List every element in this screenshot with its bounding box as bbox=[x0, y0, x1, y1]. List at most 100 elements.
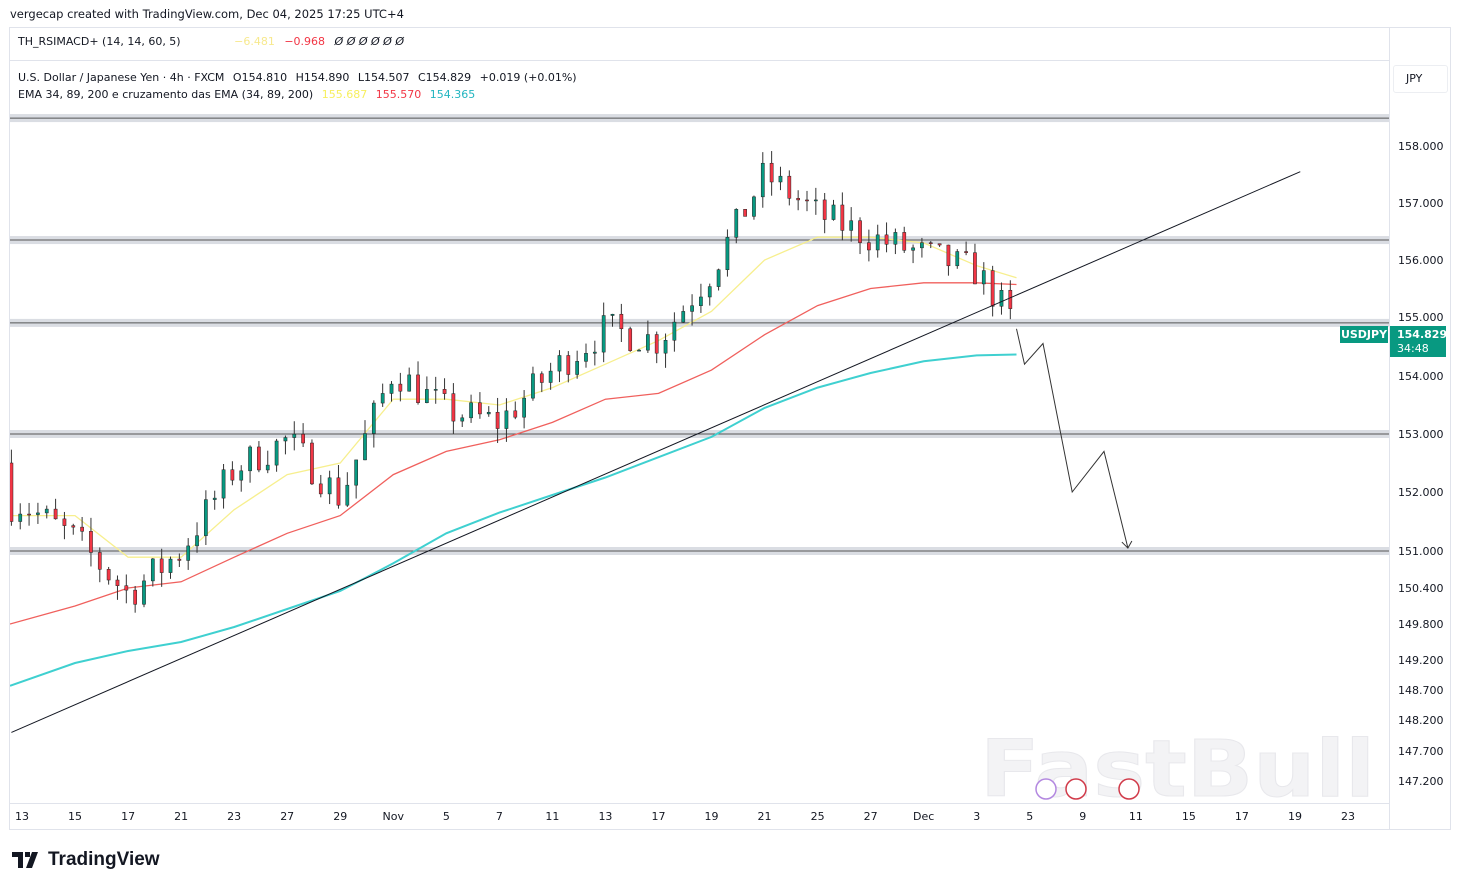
candle-body bbox=[716, 269, 721, 287]
candle-body bbox=[796, 198, 801, 201]
indicator-value-2: −0.968 bbox=[284, 35, 326, 48]
candle-body bbox=[840, 204, 845, 231]
x-tick-label: Nov bbox=[383, 810, 405, 823]
candle-body bbox=[893, 232, 898, 245]
y-tick-label: 157.000 bbox=[1398, 197, 1444, 210]
ohlc-high: H154.890 bbox=[295, 71, 350, 84]
candle-body bbox=[513, 410, 518, 418]
candle-body bbox=[80, 526, 84, 532]
candle-body bbox=[566, 355, 571, 375]
x-tick-label: 15 bbox=[68, 810, 82, 823]
candle-body bbox=[610, 313, 615, 316]
candle-body bbox=[902, 232, 907, 251]
y-tick-label: 156.000 bbox=[1398, 254, 1444, 267]
currency-button[interactable]: JPY bbox=[1393, 65, 1448, 93]
candle-body bbox=[177, 558, 182, 561]
price-axis-border bbox=[1389, 28, 1390, 830]
candle-body bbox=[327, 477, 332, 495]
candle-body bbox=[97, 552, 102, 570]
candle-body bbox=[663, 339, 668, 354]
candle-body bbox=[168, 558, 173, 573]
economic-event-flag-icon bbox=[1065, 778, 1087, 800]
indicator-legend[interactable]: TH_RSIMACD+ (14, 14, 60, 5) −6.481 −0.96… bbox=[18, 35, 410, 48]
candle-body bbox=[345, 484, 350, 506]
pane-separator[interactable] bbox=[10, 60, 1389, 61]
ohlc-close: C154.829 bbox=[417, 71, 472, 84]
candle-body bbox=[964, 251, 968, 253]
candle-body bbox=[159, 558, 164, 573]
candle-body bbox=[937, 243, 942, 246]
candle-body bbox=[106, 569, 111, 581]
candle-body bbox=[699, 296, 703, 306]
x-tick-label: 21 bbox=[174, 810, 188, 823]
candle-body bbox=[380, 393, 385, 404]
y-tick-label: 147.700 bbox=[1398, 745, 1444, 758]
candle-body bbox=[725, 237, 730, 270]
x-tick-label: 19 bbox=[1288, 810, 1302, 823]
ohlc-open: O154.810 bbox=[232, 71, 288, 84]
x-tick-label: 15 bbox=[1182, 810, 1196, 823]
x-tick-label: Dec bbox=[913, 810, 934, 823]
ema-line-ema200 bbox=[10, 353, 1017, 687]
candle-body bbox=[760, 162, 765, 198]
candle-body bbox=[654, 334, 659, 354]
candle-body bbox=[592, 351, 597, 354]
candle-body bbox=[265, 464, 270, 471]
tradingview-logo: TradingView bbox=[12, 849, 160, 871]
indicator-values-rest: Ø Ø Ø Ø Ø Ø bbox=[334, 35, 404, 48]
candle-body bbox=[195, 535, 199, 547]
candle-body bbox=[301, 433, 305, 444]
bar-countdown: 34:48 bbox=[1397, 342, 1429, 355]
candle-body bbox=[354, 459, 359, 486]
candle-body bbox=[875, 234, 880, 251]
indicator-value-1: −6.481 bbox=[234, 35, 275, 48]
x-tick-label: 17 bbox=[121, 810, 135, 823]
candle-body bbox=[89, 531, 93, 553]
candle-body bbox=[778, 175, 783, 183]
candle-body bbox=[469, 402, 473, 419]
candle-body bbox=[557, 355, 562, 372]
credit-text: vergecap created with TradingView.com, D… bbox=[10, 7, 404, 21]
news-flash-icon bbox=[1035, 778, 1057, 800]
candle-body bbox=[274, 440, 279, 466]
candle-body bbox=[575, 361, 580, 375]
candle-body bbox=[212, 497, 217, 500]
x-tick-label: 5 bbox=[1026, 810, 1033, 823]
x-tick-label: 27 bbox=[280, 810, 294, 823]
candle-body bbox=[681, 311, 686, 323]
ema34-value: 155.687 bbox=[321, 88, 368, 101]
candle-body bbox=[186, 545, 191, 561]
candle-body bbox=[867, 242, 871, 251]
candle-body bbox=[601, 315, 606, 353]
candle-body bbox=[486, 411, 491, 415]
tradingview-logo-icon bbox=[12, 852, 38, 868]
y-tick-label: 150.400 bbox=[1398, 582, 1444, 595]
symbol-title: U.S. Dollar / Japanese Yen · 4h · FXCM bbox=[18, 71, 225, 84]
x-tick-label: 21 bbox=[758, 810, 772, 823]
candle-body bbox=[133, 589, 138, 605]
candle-body bbox=[928, 242, 933, 244]
candle-body bbox=[813, 199, 818, 202]
candle-body bbox=[672, 321, 677, 341]
candle-body bbox=[990, 270, 995, 307]
candle-body bbox=[981, 270, 986, 285]
candle-body bbox=[451, 393, 456, 422]
y-tick-label: 153.000 bbox=[1398, 428, 1444, 441]
symbol-legend[interactable]: U.S. Dollar / Japanese Yen · 4h · FXCM O… bbox=[18, 69, 582, 103]
candle-body bbox=[619, 313, 624, 330]
trendline bbox=[11, 171, 1301, 733]
y-tick-label: 148.700 bbox=[1398, 684, 1444, 697]
candle-body bbox=[71, 525, 76, 528]
candle-body bbox=[769, 162, 774, 183]
candle-body bbox=[522, 397, 526, 418]
candle-body bbox=[584, 353, 588, 362]
candle-body bbox=[849, 220, 854, 231]
candle-body bbox=[398, 383, 403, 392]
candle-body bbox=[531, 373, 535, 399]
x-tick-label: 23 bbox=[1341, 810, 1355, 823]
economic-event-flag-icon bbox=[1118, 778, 1140, 800]
y-tick-label: 152.000 bbox=[1398, 486, 1444, 499]
candle-body bbox=[858, 220, 862, 243]
candle-body bbox=[433, 389, 438, 391]
